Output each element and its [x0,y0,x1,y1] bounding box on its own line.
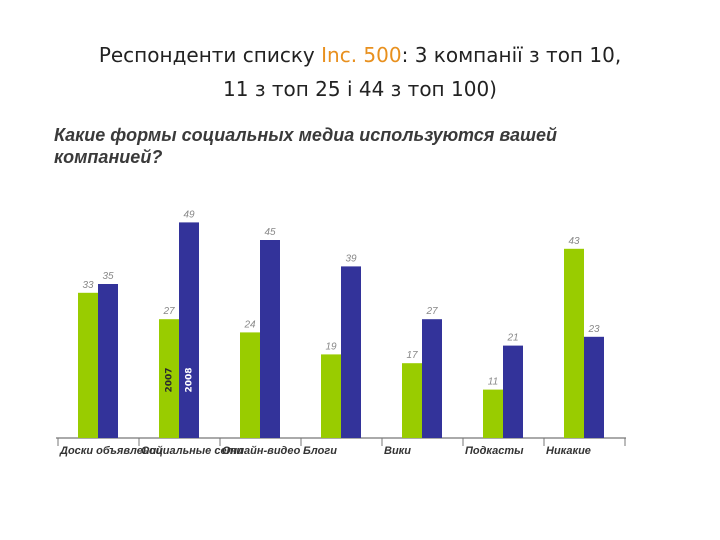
bar-2008 [584,336,604,438]
data-label: 23 [587,324,600,335]
data-label: 43 [568,236,580,247]
category-label: Никакие [546,445,591,457]
data-label: 17 [406,350,418,361]
category-label: Блоги [303,445,337,457]
bar-2007 [321,354,341,438]
bar-2007 [159,319,179,438]
data-label: 49 [183,209,195,220]
category-label: Социальные сети [141,445,244,457]
bar-2008 [260,240,280,438]
data-label: 27 [425,306,438,317]
slide-title-part2: : 3 компанії з топ 10, [401,43,622,67]
data-label: 33 [82,280,94,291]
bar-2008 [179,222,199,438]
data-label: 35 [102,271,114,282]
bar-2008 [503,345,523,438]
category-label: Вики [384,445,411,457]
data-label: 27 [162,306,175,317]
chart-title: Какие формы социальных медиа используютс… [54,125,558,167]
slide-title-part1: Респонденти списку [98,43,322,67]
data-label: 39 [345,253,357,264]
category-label: Подкасты [465,445,524,457]
bar-2007 [402,363,422,438]
legend-label-2007: 2007 [165,367,175,392]
data-label: 24 [243,319,256,330]
data-label: 21 [506,333,518,344]
bar-2007 [240,332,260,438]
data-label: 45 [264,227,276,238]
slide-title-accent: Inc. 500 [321,43,402,67]
data-label: 19 [325,341,337,352]
slide-title: Респонденти списку Inc. 500: 3 компанії … [20,38,700,106]
bar-2007 [564,248,584,438]
bar-2008 [341,266,361,438]
data-label: 11 [488,377,498,388]
bar-2007 [483,389,503,438]
category-label: Доски объявлений [60,445,163,457]
legend-label-2008: 2008 [185,367,195,392]
bar-2008 [98,284,118,438]
bar-2007 [78,292,98,438]
category-label: Онлайн-видео [222,445,301,457]
bar-2008 [422,319,442,438]
slide-title-line2: 11 з топ 25 і 44 з топ 100) [223,77,497,101]
